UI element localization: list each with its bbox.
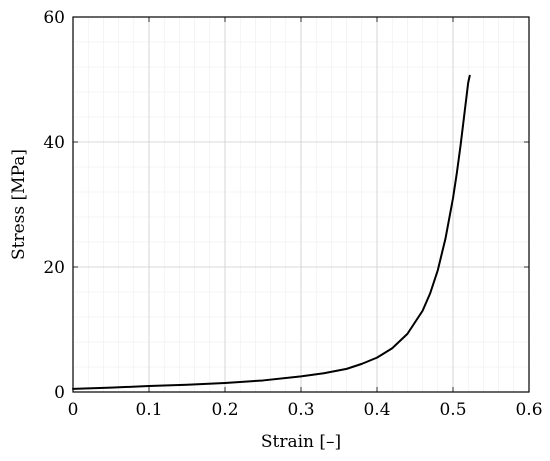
series-line-0 xyxy=(72,74,471,390)
series-layer xyxy=(72,74,471,390)
x-tick-labels: 0 0.1 0.2 0.3 0.4 0.5 0.6 xyxy=(68,400,543,420)
x-tick-label: 0.1 xyxy=(135,400,162,420)
y-axis-label: Stress [MPa] xyxy=(9,149,29,260)
x-tick-label: 0.5 xyxy=(439,400,466,420)
y-tick-label: 60 xyxy=(43,8,65,28)
y-tick-labels: 0 20 40 60 xyxy=(43,8,65,403)
x-tick-label: 0.4 xyxy=(363,400,390,420)
x-tick-label: 0.2 xyxy=(211,400,238,420)
x-tick-label: 0 xyxy=(68,400,79,420)
y-tick-label: 40 xyxy=(43,133,65,153)
y-tick-label: 0 xyxy=(54,383,65,403)
ticks-layer xyxy=(72,16,530,393)
y-tick-label: 20 xyxy=(43,258,65,278)
x-tick-label: 0.3 xyxy=(287,400,314,420)
x-axis-label: Strain [–] xyxy=(261,432,341,452)
x-tick-label: 0.6 xyxy=(515,400,542,420)
major-grid xyxy=(73,17,529,392)
